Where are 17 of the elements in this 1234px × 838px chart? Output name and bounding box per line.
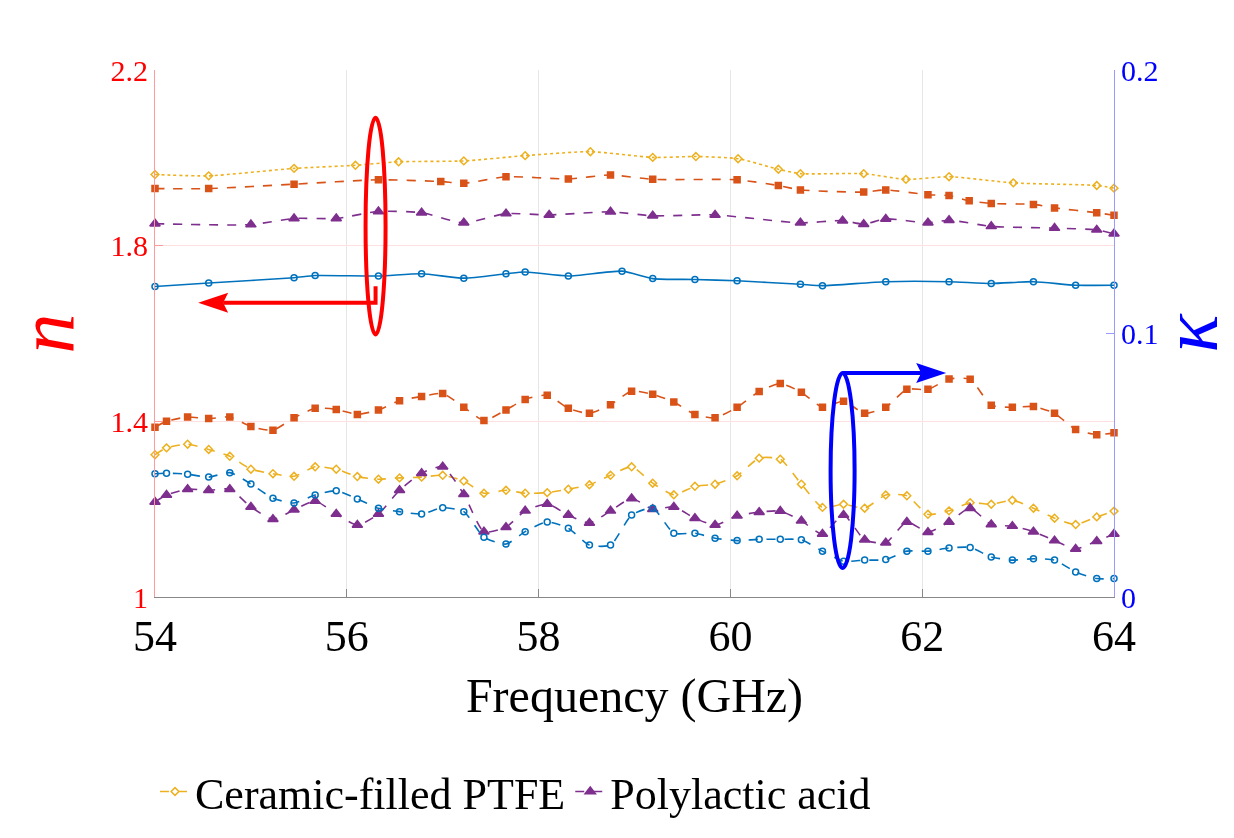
- x-tick-label: 54: [133, 611, 177, 661]
- y-tick-label: 1: [133, 580, 148, 614]
- x-axis-title: Frequency (GHz): [465, 668, 804, 723]
- y2-tick-label: 0: [1121, 580, 1136, 614]
- x-tick-label: 62: [900, 611, 945, 661]
- y2-tick-label: 0.2: [1121, 53, 1159, 87]
- y-tick-label: 2.2: [110, 53, 148, 87]
- y-tick-label: 1.8: [110, 229, 148, 263]
- y2-tick-label: 0.1: [1121, 317, 1159, 350]
- y-tick-label: 1.4: [110, 404, 148, 438]
- x-tick-label: 64: [1092, 611, 1136, 661]
- legend-label: Ceramic-filled PTFE: [195, 769, 566, 819]
- y-axis-title: n: [2, 313, 90, 354]
- x-tick-label: 58: [516, 611, 561, 661]
- x-tick-label: 56: [324, 611, 369, 661]
- legend-label: Polylactic acid: [610, 769, 871, 819]
- x-tick-label: 60: [708, 611, 753, 661]
